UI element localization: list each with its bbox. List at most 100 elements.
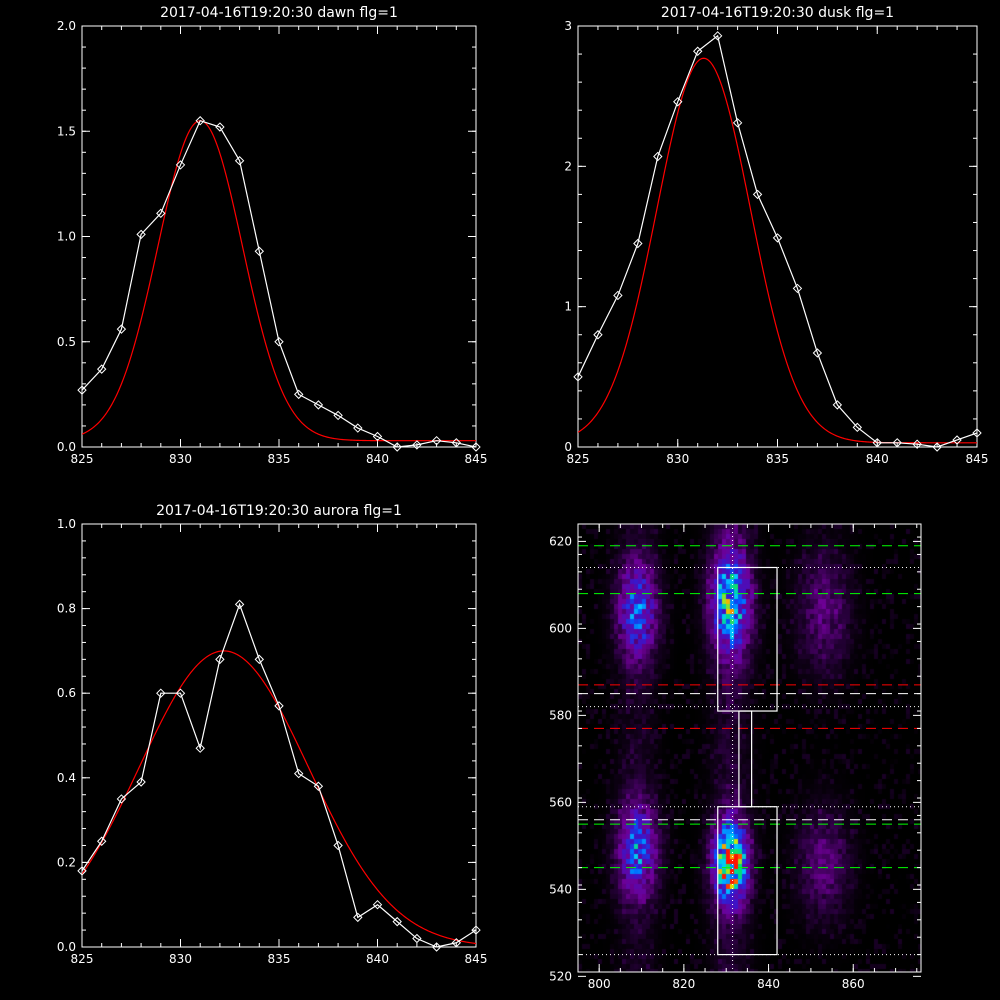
x-tick-label: 860 [842,977,865,991]
x-tick-label: 820 [672,977,695,991]
spectrogram-panel: 800 820 840 860 520 540 560 580 600 620 [549,523,922,991]
chart-title: 2017-04-16T19:20:30 aurora flg=1 [156,503,402,519]
data-point-marker [116,324,127,334]
data-point-marker [752,189,763,200]
data-point-marker [234,156,245,166]
data-point-marker [136,229,146,240]
data-point-marker [333,840,343,851]
data-point-marker [593,330,603,340]
data-point-marker [412,933,422,944]
data-point-marker [573,372,583,382]
data-line [578,34,977,447]
y-tick-label: 0 [564,440,572,454]
x-tick-label: 840 [366,952,389,966]
y-tick-label: 3 [564,19,572,33]
data-point-marker [832,400,843,410]
data-point-marker [274,337,284,347]
data-point-marker [412,440,422,450]
y-tick-label: 560 [549,795,572,809]
x-tick-label: 840 [366,452,389,466]
data-point-marker [872,438,882,448]
data-point-marker [912,439,922,449]
data-point-marker [372,431,383,442]
y-tick-label: 1 [564,300,572,314]
intensity-image [578,524,921,972]
x-tick-label: 845 [465,452,488,466]
data-point-marker [852,422,863,433]
x-tick-label: 825 [71,452,94,466]
data-point-marker [471,442,481,452]
y-tick-label: 2.0 [57,19,76,33]
data-point-marker [892,438,902,448]
data-point-marker [431,942,442,952]
data-point-marker [156,208,166,219]
data-point-marker [471,925,481,935]
y-tick-label: 600 [549,621,572,635]
data-point-marker [333,410,343,421]
data-point-marker [732,118,743,128]
chart-title: 2017-04-16T19:20:30 dawn flg=1 [160,5,398,21]
data-point-marker [175,688,186,698]
data-point-marker [234,599,245,610]
data-point-marker [215,122,225,132]
data-point-marker [313,400,324,410]
x-tick-label: 840 [757,977,780,991]
data-point-marker [77,385,87,395]
x-tick-label: 830 [169,452,192,466]
x-tick-label: 835 [766,452,789,466]
x-tick-label: 800 [588,977,611,991]
data-point-marker [431,435,442,446]
fit-curve [578,57,977,444]
x-tick-label: 825 [71,952,94,966]
data-point-marker [254,654,265,665]
y-tick-label: 0.4 [57,771,76,785]
y-tick-label: 520 [549,969,572,983]
data-point-marker [313,781,324,791]
x-tick-label: 830 [169,952,192,966]
data-point-marker [952,435,962,445]
data-point-marker [77,866,87,876]
spectrum-panel-2: 825 830 835 840 845 0 1 2 3 2017-04-16T19:20:30 d… [564,5,988,466]
y-tick-label: 1.0 [57,517,76,531]
data-point-marker [812,348,823,358]
y-tick-label: 0.8 [57,602,76,616]
data-point-marker [136,777,146,787]
spectrum-panel-1: 825 830 835 840 845 0.0 0.5 1.0 1.5 2.0 2017-04-16… [57,5,488,466]
data-point-marker [372,899,383,910]
data-point-marker [195,743,205,753]
y-tick-label: 0.5 [57,335,76,349]
data-point-marker [156,688,166,698]
y-tick-label: 0.0 [57,440,76,454]
x-tick-label: 845 [465,952,488,966]
plot-frame [577,523,922,973]
y-tick-label: 0.2 [57,855,76,869]
x-tick-label: 825 [567,452,590,466]
data-point-marker [972,428,982,438]
data-point-marker [772,233,783,243]
y-tick-label: 0.0 [57,940,76,954]
data-point-marker [392,442,402,452]
y-tick-label: 1.0 [57,230,76,244]
data-line [82,119,476,447]
data-point-marker [96,836,107,846]
y-tick-label: 580 [549,708,572,722]
x-tick-label: 835 [268,452,291,466]
y-tick-label: 0.6 [57,686,76,700]
data-point-marker [451,438,462,448]
data-point-marker [293,389,304,400]
y-tick-label: 2 [564,159,572,173]
data-point-marker [673,97,683,107]
data-point-marker [195,116,205,126]
y-tick-label: 540 [549,882,572,896]
data-point-marker [274,701,284,711]
data-point-marker [353,423,363,433]
x-tick-label: 840 [866,452,889,466]
data-point-marker [692,46,703,56]
data-point-marker [653,151,663,162]
data-point-marker [932,442,942,452]
data-point-marker [175,160,186,170]
data-point-marker [792,283,803,294]
data-point-marker [254,246,265,256]
data-point-marker [116,794,127,804]
